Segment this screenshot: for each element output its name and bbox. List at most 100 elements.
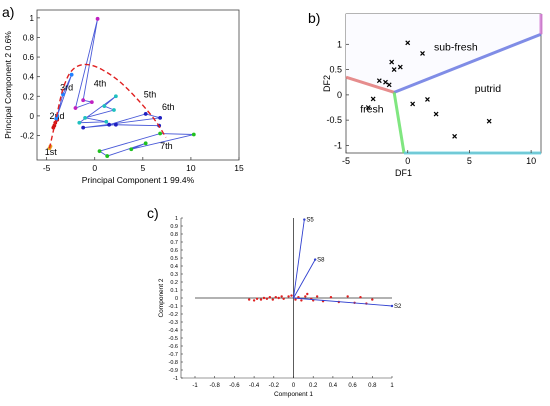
chart-c-xtick-label: -0.2 <box>269 383 280 389</box>
chart-b-ytick-label: 0.5 <box>329 65 342 75</box>
chart-b-xtick-label: 10 <box>526 156 536 166</box>
chart-c-ytick-label: 0.4 <box>170 264 178 270</box>
chart-a-point <box>54 116 59 121</box>
chart-b-point <box>376 78 382 84</box>
chart-c-xtick-label: -0.8 <box>210 383 221 389</box>
chart-a-point <box>113 94 118 99</box>
chart-b-point <box>397 64 403 70</box>
chart-a-ytick-label: 1 <box>30 14 35 23</box>
chart-b-region-label: fresh <box>360 104 384 116</box>
chart-b-point <box>486 118 492 124</box>
chart-a-point <box>112 108 116 112</box>
chart-c-loading-point <box>313 258 317 261</box>
chart-c-ytick-label: -0.3 <box>169 320 178 326</box>
chart-c-score-point <box>271 298 275 301</box>
chart-c-ytick-label: -0.5 <box>169 336 178 342</box>
chart-c-score-point <box>274 296 277 299</box>
chart-c-score-point <box>268 296 272 299</box>
chart-a-xtick-label: 15 <box>234 163 244 173</box>
chart-c-ylabel: Component 2 <box>158 278 165 317</box>
chart-c-xtick-label: 0.6 <box>348 383 357 389</box>
chart-c-xtick-label: 0.8 <box>368 383 377 389</box>
chart-a-xtick-label: 10 <box>186 163 196 173</box>
chart-c-score-point <box>262 296 266 300</box>
chart-b-ylabel: DF2 <box>322 75 332 92</box>
chart-a-point <box>158 115 163 120</box>
chart-a-xlabel: Principal Component 1 99.4% <box>82 175 195 185</box>
chart-a-group-outline <box>83 113 161 129</box>
chart-c-ytick-label: 0.2 <box>170 280 178 286</box>
chart-c-loading-label: S5 <box>306 218 314 224</box>
chart-b-region-label: putrid <box>475 83 501 95</box>
chart-b-point <box>433 111 439 117</box>
chart-b-ytick-label: 0 <box>337 90 342 100</box>
chart-c-loading-point <box>390 304 394 308</box>
chart-c-score-point <box>265 297 269 300</box>
chart-c-loading-vector <box>293 297 393 307</box>
chart-c-loading-vector <box>293 219 305 299</box>
chart-c-score-point <box>255 297 259 300</box>
chart-c-score-point <box>371 298 374 301</box>
chart-b-ytick-label: -0.5 <box>326 115 342 125</box>
chart-b-point <box>410 101 416 107</box>
chart-a-point <box>69 72 74 77</box>
chart-c-ytick-label: 0.3 <box>170 272 178 278</box>
chart-c-score-point <box>315 295 319 298</box>
chart-c-xtick-label: -1 <box>192 383 198 389</box>
chart-c-loading-label: S2 <box>394 304 402 310</box>
chart-a-point <box>191 132 196 137</box>
chart-c-score-point <box>329 296 333 299</box>
chart-b-xtick-label: 5 <box>467 156 472 166</box>
chart-a-point <box>113 122 118 127</box>
chart-c-xtick-label: 0.4 <box>329 383 338 389</box>
chart-a-ytick-label: 0 <box>30 112 35 121</box>
chart-b-ytick-label: 1 <box>337 39 342 49</box>
chart-a-point <box>143 112 148 116</box>
chart-b-point <box>386 82 392 88</box>
chart-a-point <box>81 98 86 103</box>
chart-c-score-point <box>259 298 263 301</box>
chart-a-frame <box>36 9 240 161</box>
chart-c-ytick-label: 1 <box>175 216 178 222</box>
chart-c-ytick-label: 0 <box>175 296 178 302</box>
chart-c-ytick-label: -0.2 <box>169 312 178 318</box>
chart-c-score-point <box>306 292 309 296</box>
chart-c-loading-vector <box>293 259 316 299</box>
chart-c-loading-label: S8 <box>317 258 325 264</box>
chart-b-boundary <box>345 75 395 94</box>
chart-b-point <box>420 51 425 56</box>
chart-a-point <box>81 125 86 130</box>
chart-c-score-point <box>300 299 303 302</box>
chart-a-point <box>97 149 102 154</box>
chart-c-loading-point <box>303 218 306 221</box>
chart-a-point <box>105 154 110 158</box>
chart-c-ytick-label: -0.1 <box>169 304 178 310</box>
chart-a-xtick-label: -5 <box>43 163 51 173</box>
chart-c-ytick-label: 0.1 <box>170 288 178 294</box>
chart-a-group-label: 5th <box>144 89 157 99</box>
chart-b-xtick-label: 0 <box>405 156 410 166</box>
chart-b-point <box>405 40 411 46</box>
chart-a-ytick-label: 0.6 <box>23 53 35 62</box>
chart-b-point <box>389 59 395 65</box>
chart-a-point <box>83 115 87 120</box>
chart-a-group-label: 3rd <box>60 82 73 92</box>
chart-b-point <box>425 96 430 102</box>
chart-c-ytick-label: -0.7 <box>169 352 178 358</box>
chart-a-group-label: 4th <box>94 78 107 88</box>
chart-c-xlabel: Component 1 <box>274 391 313 398</box>
chart-c-ytick-label: 0.9 <box>170 224 178 230</box>
chart-c-score-point <box>277 296 280 300</box>
chart-a-point <box>143 141 148 146</box>
chart-c-ytick-label: 0.5 <box>170 256 178 262</box>
chart-a-point <box>104 119 109 124</box>
chart-a-point <box>129 147 134 152</box>
chart-a-point <box>102 104 107 108</box>
chart-a: -5 0 5 10 15 -0.2 0 0.2 0.4 0.6 0.8 1 Principal Comp… <box>3 9 244 185</box>
chart-b-point <box>365 105 371 110</box>
panel-label-b: b) <box>308 10 321 26</box>
chart-b-point <box>452 133 458 139</box>
chart-c-ytick-label: 0.8 <box>170 232 178 238</box>
chart-a-group-label: 7th <box>160 141 173 151</box>
